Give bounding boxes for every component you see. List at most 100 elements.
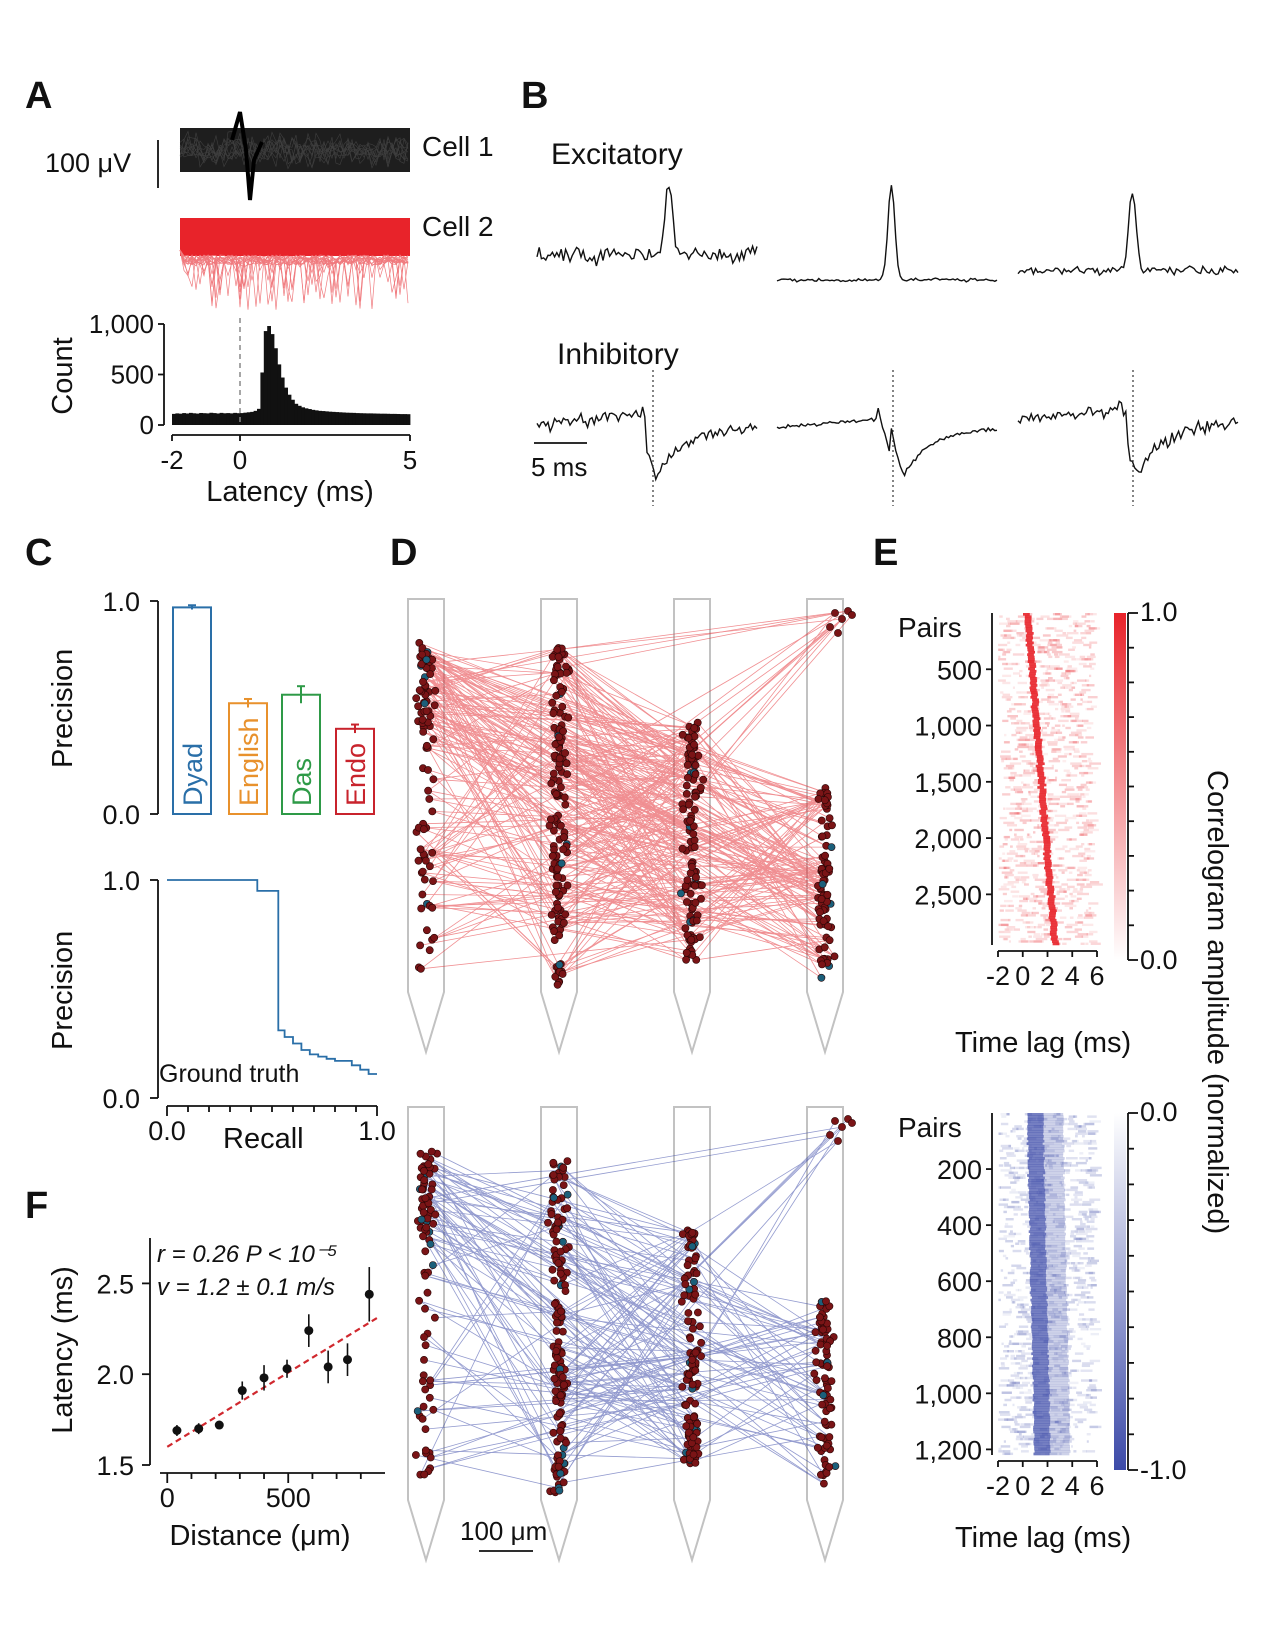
heatmap-noise (1033, 895, 1039, 898)
heatmap-noise (1032, 781, 1038, 784)
heatmap-noise (1015, 802, 1024, 806)
heatmap-noise (1048, 1166, 1054, 1170)
heatmap-noise (1065, 1425, 1071, 1429)
heatmap-band (1044, 854, 1052, 858)
heatmap-noise (1078, 1130, 1087, 1133)
heatmap-noise (1056, 890, 1067, 893)
heatmap-band (1026, 636, 1033, 640)
heatmap-band (1027, 655, 1035, 659)
heatmap-noise (1049, 672, 1052, 675)
neuron-dot (690, 836, 699, 845)
heatmap-noise (1067, 632, 1079, 635)
heatmap-noise (1073, 1244, 1082, 1248)
heatmap-noise (1077, 1420, 1084, 1424)
connection-line (566, 618, 843, 847)
heatmap-band (1032, 712, 1040, 716)
neuron-dot (691, 1290, 700, 1299)
heatmap-band (1043, 838, 1051, 841)
heatmap-noise (1048, 1406, 1052, 1409)
heatmap-band (1027, 641, 1034, 645)
histogram-bar (192, 413, 197, 425)
heatmap-noise (1084, 914, 1097, 917)
heatmap-noise (1070, 698, 1076, 701)
heatmap-noise (1047, 684, 1050, 687)
heatmap-noise (1076, 821, 1080, 825)
connection-line (557, 822, 689, 885)
connection-line (558, 735, 823, 885)
neuron-dot (420, 1470, 429, 1479)
heatmap-noise (1087, 824, 1097, 827)
connection-line (424, 1196, 554, 1390)
connection-line (424, 1169, 564, 1177)
neuron-dot (551, 1387, 560, 1396)
heatmap-noise (1047, 696, 1059, 699)
heatmap-band (1031, 1301, 1048, 1304)
heatmap-tail (1043, 1120, 1064, 1124)
heatmap-noise (1014, 828, 1024, 832)
heatmap-noise (1015, 620, 1024, 623)
heatmap-noise (1016, 1266, 1027, 1270)
histogram-bar (263, 331, 268, 425)
connection-line (557, 795, 691, 842)
heatmap-noise (998, 1186, 1001, 1189)
heatmap-noise (1039, 639, 1052, 642)
heatmap-noise (1001, 1364, 1006, 1368)
heatmap-noise (1069, 899, 1079, 903)
heatmap-noise (1010, 1362, 1022, 1365)
heatmap-noise (1015, 1242, 1020, 1245)
heatmap-noise (1090, 1166, 1102, 1170)
heatmap-noise (1015, 864, 1028, 867)
heatmap-tail (1045, 1171, 1065, 1175)
heatmap-noise (1083, 1252, 1088, 1255)
heatmap-noise (998, 1418, 1009, 1421)
heatmap-noise (1043, 1232, 1054, 1236)
heatmap-noise (1031, 911, 1039, 915)
heatmap-band (1029, 1193, 1046, 1197)
heatmap-band (1029, 1227, 1046, 1231)
heatmap-noise (1023, 783, 1027, 787)
heatmap-band (1043, 847, 1051, 851)
heatmap-noise (1040, 684, 1047, 687)
heatmap-noise (1003, 937, 1008, 941)
heatmap-noise (1084, 911, 1095, 915)
connection-line (428, 790, 559, 816)
heatmap-noise (1023, 1174, 1026, 1177)
recall-axis-label: Recall (223, 1123, 304, 1155)
heatmap-noise (1028, 620, 1035, 623)
neuron-dot (557, 688, 566, 696)
heatmap-band (1043, 857, 1051, 860)
heatmap-noise (1000, 634, 1012, 637)
heatmap-band (1027, 1132, 1044, 1136)
neuron-dot (691, 881, 699, 890)
heatmap-noise (1087, 1247, 1095, 1250)
heatmap-band (1029, 1208, 1046, 1212)
heatmap-noise (1070, 1179, 1078, 1182)
neuron-dot (696, 783, 705, 792)
heatmap-noise (1083, 824, 1094, 827)
heatmap-noise (1012, 1176, 1021, 1179)
heatmap-noise (1037, 824, 1040, 827)
heatmap-noise (1045, 669, 1049, 673)
heatmap-noise (1020, 1308, 1033, 1311)
heatmap-tail (1049, 1359, 1069, 1363)
heatmap-band (1032, 1332, 1049, 1336)
connection-line (423, 1165, 557, 1332)
heatmap-noise (1085, 736, 1094, 739)
neuron-dot (415, 1296, 423, 1305)
neuron-dot (699, 775, 708, 784)
y-tick-label: 2,500 (914, 880, 982, 910)
heatmap-noise (1006, 648, 1012, 651)
correlogram-trace (536, 406, 758, 482)
heatmap-noise (1062, 1303, 1069, 1306)
heatmap-noise (998, 658, 1007, 661)
heatmap-noise (1053, 639, 1060, 642)
probe-shank (407, 598, 445, 1056)
neuron-dot (418, 890, 427, 899)
heatmap-noise (1064, 1188, 1067, 1192)
ground-truth-label: Ground truth (159, 1060, 299, 1088)
connection-line (557, 1369, 694, 1418)
heatmap-noise (1073, 639, 1083, 642)
heatmap-noise (1006, 617, 1010, 621)
heatmap-noise (1089, 662, 1096, 666)
neuron-dot (688, 862, 696, 871)
